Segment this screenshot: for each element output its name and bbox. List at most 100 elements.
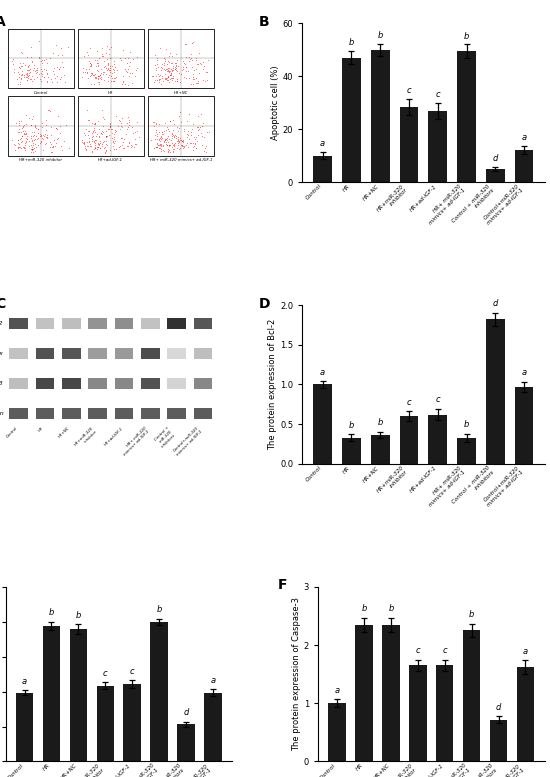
Point [42, 68, 51, 81]
Point [41, 131, 50, 143]
Point [24, 61, 32, 73]
Text: a: a [521, 368, 527, 378]
Point [35, 51, 43, 64]
Point [34, 132, 43, 145]
Point [156, 131, 165, 144]
Point [36, 54, 45, 67]
Text: Control+miR-320
mimics+ ad-IGF-1: Control+miR-320 mimics+ ad-IGF-1 [173, 426, 203, 457]
Point [11, 138, 20, 151]
Point [94, 141, 102, 154]
Point [80, 136, 89, 148]
Point [100, 55, 108, 68]
Point [101, 138, 110, 151]
Point [189, 131, 198, 144]
Point [155, 68, 164, 81]
Point [35, 68, 44, 80]
Point [182, 61, 191, 73]
Point [166, 68, 175, 80]
Point [31, 141, 40, 153]
Point [125, 46, 134, 58]
Point [86, 78, 95, 90]
Point [161, 134, 169, 146]
Text: HR: HR [38, 426, 45, 433]
Point [94, 70, 103, 82]
Bar [88, 378, 107, 389]
Point [182, 61, 191, 73]
Point [153, 137, 162, 149]
Point [179, 63, 188, 75]
Point [8, 134, 17, 146]
Point [179, 134, 188, 146]
Point [109, 140, 118, 152]
Point [90, 124, 98, 137]
Point [189, 138, 197, 150]
Point [86, 60, 95, 72]
Point [20, 119, 29, 131]
Point [32, 121, 41, 134]
Point [182, 38, 190, 51]
Point [106, 65, 114, 78]
Point [28, 143, 36, 155]
Point [37, 70, 46, 82]
Point [166, 114, 174, 127]
Point [86, 58, 95, 71]
Point [25, 64, 34, 77]
Bar [204, 692, 222, 761]
Point [22, 127, 31, 140]
Point [58, 49, 67, 61]
Point [109, 57, 118, 70]
Point [175, 136, 184, 148]
Point [46, 51, 54, 64]
Point [19, 141, 28, 153]
Point [102, 134, 111, 147]
Point [167, 50, 176, 62]
Point [161, 134, 169, 146]
Point [164, 73, 173, 85]
Bar [463, 630, 480, 761]
Point [94, 57, 103, 70]
Point [125, 60, 134, 72]
Point [159, 75, 168, 88]
Point [160, 57, 168, 69]
Point [91, 134, 100, 146]
Point [116, 52, 124, 64]
Point [92, 141, 101, 153]
Bar [8, 29, 74, 88]
Point [84, 129, 92, 141]
Point [174, 137, 183, 149]
Point [20, 68, 29, 81]
Point [30, 120, 39, 133]
Y-axis label: The protein expression of Bcl-2: The protein expression of Bcl-2 [268, 319, 277, 450]
Point [147, 70, 156, 82]
Point [174, 60, 183, 72]
Point [180, 37, 189, 50]
Point [175, 132, 184, 145]
Point [172, 47, 181, 60]
Point [96, 62, 105, 75]
Point [164, 130, 173, 142]
Point [9, 66, 18, 78]
Bar [88, 409, 107, 420]
Point [192, 58, 201, 71]
Point [52, 138, 60, 150]
Point [26, 119, 35, 131]
Point [29, 130, 37, 142]
Bar [515, 387, 534, 464]
Point [199, 117, 207, 130]
Point [173, 75, 182, 87]
Point [98, 135, 107, 148]
Point [169, 60, 178, 72]
Bar [194, 348, 212, 360]
Point [109, 136, 118, 148]
Point [87, 131, 96, 143]
Point [35, 137, 44, 149]
Point [115, 123, 124, 135]
Point [24, 59, 33, 71]
Point [36, 130, 45, 142]
Point [53, 131, 62, 144]
Point [193, 124, 202, 136]
Point [123, 117, 131, 129]
Bar [486, 169, 505, 182]
Point [155, 70, 163, 82]
Point [90, 126, 99, 138]
